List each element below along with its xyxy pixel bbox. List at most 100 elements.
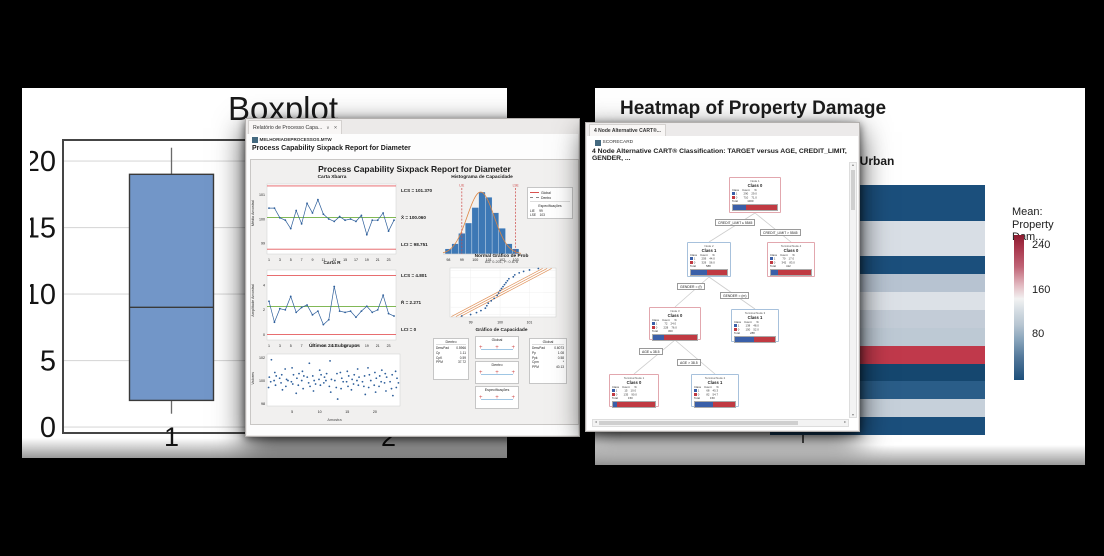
tree-node[interactable]: Terminal Node 3 Class 1 Class Count % 1 … bbox=[731, 309, 779, 343]
interval-plot: + + + bbox=[479, 370, 515, 376]
svg-text:15: 15 bbox=[343, 258, 347, 262]
svg-text:11: 11 bbox=[321, 344, 325, 348]
cap-panel-dentro-title: Dentro bbox=[491, 363, 503, 367]
scrollbar-thumb[interactable] bbox=[851, 170, 855, 210]
class0-swatch bbox=[732, 195, 735, 199]
cart-window: 4 Node Alternative CART®... SCORECARD 4 … bbox=[585, 122, 860, 432]
svg-text:LSE: LSE bbox=[513, 184, 519, 188]
node-header: Terminal Node 1 bbox=[623, 375, 645, 380]
minitab-body: MELHORIADEPROCESSOS.MTW Process Capabili… bbox=[247, 134, 579, 435]
svg-text:13: 13 bbox=[332, 258, 336, 262]
svg-text:5: 5 bbox=[291, 410, 293, 414]
split-label: AGE ≤ 38.5 bbox=[639, 348, 663, 356]
node-row: 0 342 83.0 bbox=[770, 261, 812, 265]
node-class-bar bbox=[770, 269, 812, 276]
node-table-header: Class Count % bbox=[694, 384, 719, 389]
node-total: Total 412 bbox=[770, 263, 791, 268]
heatmap-title: Heatmap of Property Damage bbox=[620, 98, 887, 119]
minitab-window: Relatório de Processo Capa... ∨ ✕ MELHOR… bbox=[245, 118, 580, 437]
r-lcl-label: LCI = 0 bbox=[401, 327, 417, 332]
xbar-chart: 99 100 101 1 3 5 7 9 11 13 15 17 19 21 23 bbox=[256, 182, 398, 264]
tree-node[interactable]: Node 1 Class 0 Class Count % 1 290 29.0 … bbox=[729, 177, 781, 213]
dentro-stats-title: Dentro bbox=[436, 340, 466, 345]
split-label: GENDER = (m) bbox=[720, 292, 750, 300]
last24-chart: 98 100 102 5 10 15 20 bbox=[256, 352, 403, 416]
r-chart-title: Carta R bbox=[323, 261, 341, 266]
node-row: 0 135 90.0 bbox=[612, 393, 656, 397]
svg-text:3: 3 bbox=[279, 258, 281, 262]
node-class-bar bbox=[694, 401, 736, 408]
xbar-ucl-label: LCS = 101.370 bbox=[401, 188, 433, 193]
node-header: Node 3 bbox=[670, 308, 680, 313]
legend-tick: 160 bbox=[1032, 284, 1051, 296]
vertical-scrollbar[interactable]: ▲ ▼ bbox=[849, 162, 857, 418]
node-class: Class 0 bbox=[626, 380, 642, 386]
node-total: Total 150 bbox=[694, 395, 715, 400]
node-class-bar bbox=[652, 334, 698, 341]
svg-text:11: 11 bbox=[321, 258, 325, 262]
svg-text:102: 102 bbox=[499, 258, 505, 262]
scroll-up-icon[interactable]: ▲ bbox=[851, 163, 855, 167]
svg-text:19: 19 bbox=[365, 344, 369, 348]
svg-text:1: 1 bbox=[268, 258, 270, 262]
legend-lse: LSE 103 bbox=[530, 212, 545, 217]
legend-dentro: Dentro bbox=[541, 195, 552, 200]
node-class: Class 0 bbox=[783, 248, 799, 254]
scroll-down-icon[interactable]: ▼ bbox=[851, 413, 855, 417]
prob-title: Normal Gráfico de Prob bbox=[474, 254, 529, 259]
tab-process-capability[interactable]: Relatório de Processo Capa... ∨ ✕ bbox=[248, 120, 343, 134]
node-header: Node 1 bbox=[750, 178, 760, 183]
node-row: 0 228 76.0 bbox=[652, 326, 698, 330]
cap-panel-dentro: Dentro + + + bbox=[475, 361, 519, 384]
horizontal-scrollbar[interactable]: ◄ ► bbox=[592, 419, 849, 427]
svg-text:3: 3 bbox=[279, 344, 281, 348]
heatmap-axis-tick bbox=[802, 435, 804, 443]
svg-text:98: 98 bbox=[261, 402, 265, 406]
node-row: 1 15 10.0 bbox=[612, 389, 656, 393]
node-class-bar bbox=[734, 336, 776, 343]
output-heading: Process Capability Sixpack Report for Di… bbox=[252, 145, 411, 152]
svg-text:21: 21 bbox=[376, 258, 380, 262]
svg-text:100: 100 bbox=[259, 379, 265, 383]
legend-divider bbox=[530, 201, 570, 202]
scroll-left-icon[interactable]: ◄ bbox=[594, 420, 598, 424]
tree-node[interactable]: Node 3 Class 0 Class Count % 1 72 24.0 0… bbox=[649, 307, 701, 341]
node-class-bar bbox=[732, 204, 778, 211]
chevron-down-icon[interactable]: ∨ bbox=[326, 124, 330, 130]
tab-cart-classification[interactable]: 4 Node Alternative CART®... bbox=[589, 124, 666, 137]
node-row: 1 138 48.0 bbox=[734, 324, 776, 328]
scroll-right-icon[interactable]: ► bbox=[843, 420, 847, 424]
node-class: Class 1 bbox=[747, 315, 763, 321]
tree-node[interactable]: Terminal Node 4 Class 0 Class Count % 1 … bbox=[767, 242, 815, 277]
node-row: 0 150 52.0 bbox=[734, 328, 776, 332]
close-icon[interactable]: ✕ bbox=[333, 124, 338, 130]
svg-text:17: 17 bbox=[354, 344, 358, 348]
node-row: 0 329 56.0 bbox=[690, 261, 728, 265]
node-header: Terminal Node 2 bbox=[704, 375, 726, 380]
tree-node[interactable]: Node 2 Class 1 Class Count % 1 259 44.0 … bbox=[687, 242, 731, 277]
scrollbar-thumb[interactable] bbox=[599, 421, 798, 425]
node-table-header: Class Count % bbox=[652, 317, 677, 322]
svg-text:19: 19 bbox=[365, 258, 369, 262]
svg-text:21: 21 bbox=[376, 344, 380, 348]
svg-text:LIE: LIE bbox=[459, 184, 464, 188]
node-class-bar bbox=[612, 401, 656, 408]
last24-title: Últimos 24 Subgrupos bbox=[309, 344, 360, 349]
node-row: 1 70 17.0 bbox=[770, 257, 812, 261]
tree-node[interactable]: Terminal Node 1 Class 0 Class Count % 1 … bbox=[609, 374, 659, 408]
worksheet-link[interactable]: MELHORIADEPROCESSOS.MTW bbox=[252, 137, 332, 143]
svg-text:101: 101 bbox=[527, 321, 533, 325]
split-label: CREDIT_LIMIT > 5545 bbox=[760, 229, 801, 237]
node-class: Class 0 bbox=[667, 313, 683, 319]
interval-plot: + + + bbox=[479, 345, 515, 351]
node-row: 0 82 54.7 bbox=[694, 393, 736, 397]
node-table-header: Class Count % bbox=[690, 252, 715, 257]
tree-node[interactable]: Terminal Node 2 Class 1 Class Count % 1 … bbox=[691, 374, 739, 408]
global-stats-box: Global DesvPad 0.6073 Pp 1.08 Ppk 0.58 Cpm * PPM… bbox=[529, 338, 567, 384]
worksheet-link[interactable]: SCORECARD bbox=[595, 140, 633, 146]
node-row: 1 259 44.0 bbox=[690, 257, 728, 261]
node-total: Total 150 bbox=[612, 395, 633, 400]
xbar-mean-label: X̄ = 100.060 bbox=[401, 215, 426, 220]
svg-text:100: 100 bbox=[497, 321, 503, 325]
